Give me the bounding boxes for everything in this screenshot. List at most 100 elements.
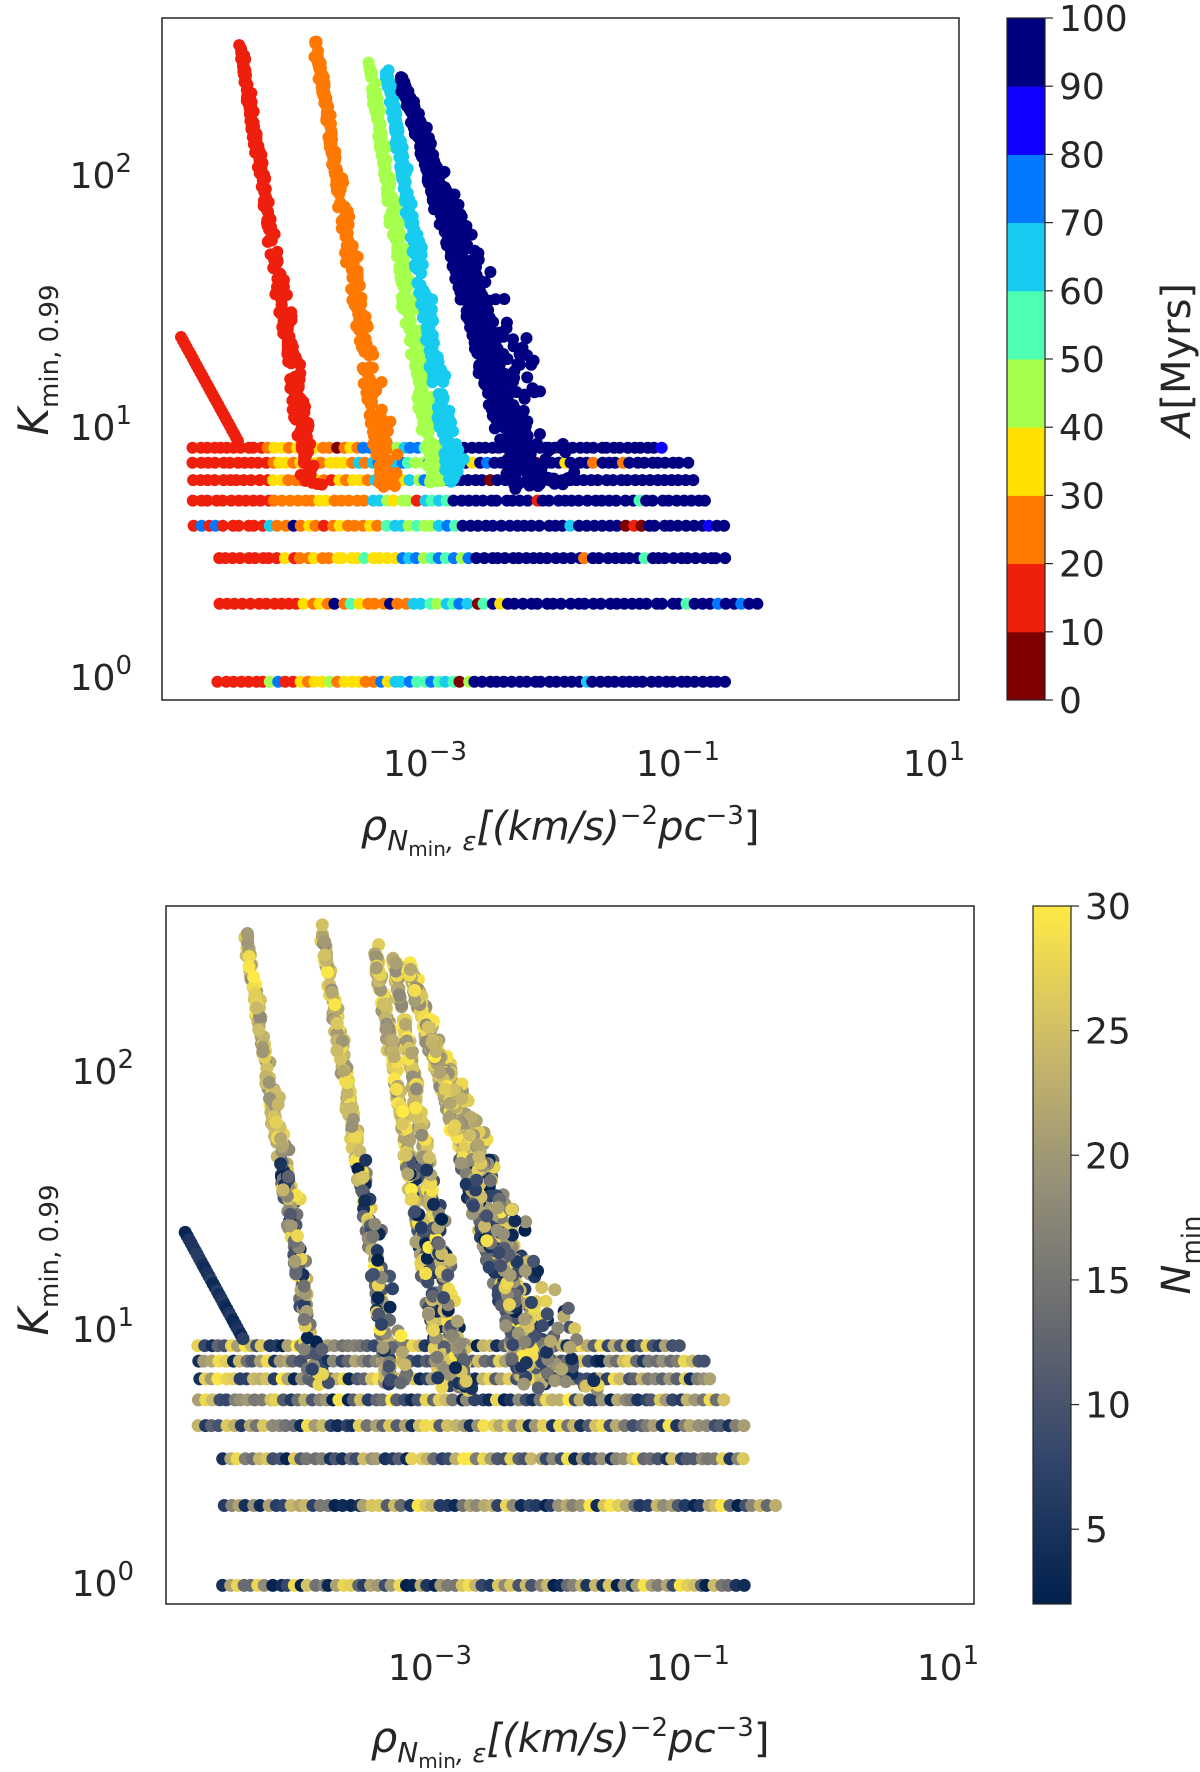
top-point: [439, 449, 452, 462]
top-point: [498, 293, 511, 305]
top-point: [342, 239, 355, 252]
bottom-point: [320, 965, 334, 979]
top-point: [419, 299, 432, 312]
bottom-point: [359, 1153, 373, 1167]
bottom-point: [247, 970, 261, 984]
top-point: [280, 327, 293, 340]
top-point: [298, 406, 311, 419]
bottom-point: [386, 1282, 399, 1296]
top-point: [440, 197, 453, 210]
bottom-ytick-label: 100: [72, 1557, 134, 1605]
bottom-point: [409, 1101, 423, 1115]
top-point: [424, 137, 437, 150]
top-point: [418, 413, 431, 426]
top-point: [417, 311, 429, 324]
top-point: [322, 100, 335, 113]
top-point: [387, 202, 400, 215]
top-point: [523, 479, 536, 492]
top-point: [412, 131, 425, 144]
top-point: [511, 358, 524, 371]
bottom-point: [325, 986, 339, 1000]
bottom-point: [568, 1322, 582, 1336]
top-point: [534, 675, 547, 688]
top-point: [302, 419, 315, 432]
bottom-point: [561, 1301, 575, 1315]
top-point: [477, 597, 490, 610]
top-point: [460, 279, 473, 292]
bottom-point: [271, 1098, 285, 1111]
top-point: [363, 64, 376, 77]
bottom-point: [389, 956, 403, 970]
bottom-point: [524, 1296, 538, 1309]
bottom-point: [395, 1345, 409, 1359]
top-point: [486, 519, 499, 532]
bottom-point: [383, 1373, 397, 1387]
bottom-point: [641, 1499, 655, 1512]
top-point: [408, 100, 421, 113]
bottom-xtick-label: 10−3: [388, 1641, 472, 1689]
top-point: [688, 675, 701, 688]
top-point: [559, 446, 572, 459]
top-ytick-label: 102: [70, 149, 132, 197]
top-point: [287, 381, 300, 394]
bottom-point: [480, 1209, 494, 1223]
bottom-ytick-label: 101: [72, 1303, 134, 1351]
top-point: [310, 35, 323, 48]
top-point: [638, 456, 651, 469]
top-point: [542, 444, 555, 457]
bottom-point: [240, 927, 254, 940]
bottom-point: [595, 1452, 609, 1466]
top-point: [431, 597, 444, 610]
top-point: [591, 474, 604, 487]
top-point: [353, 597, 366, 610]
top-point: [532, 480, 544, 492]
top-point: [437, 392, 450, 404]
top-point: [288, 391, 301, 404]
bottom-point: [480, 1234, 494, 1248]
top-colorbar-tick-label: 70: [1059, 204, 1105, 245]
bottom-point: [370, 1244, 384, 1258]
bottom-point: [346, 1101, 359, 1115]
top-point: [346, 294, 359, 307]
top-point: [561, 472, 574, 485]
top-point: [366, 361, 379, 374]
top-xtick-label: 10−1: [636, 737, 720, 785]
top-point: [375, 132, 388, 145]
top-point: [687, 474, 700, 487]
top-point: [319, 494, 332, 507]
bottom-point: [375, 1317, 388, 1331]
top-point: [414, 115, 427, 128]
bottom-point: [540, 1307, 554, 1321]
bottom-point: [408, 984, 422, 997]
top-point: [249, 552, 261, 565]
bottom-point: [256, 1045, 270, 1059]
top-point: [376, 469, 389, 482]
top-point: [610, 519, 623, 532]
bottom-point: [443, 1096, 457, 1110]
top-point: [273, 267, 286, 280]
bottom-point: [499, 1319, 513, 1333]
bottom-point: [318, 948, 332, 962]
top-point: [371, 519, 383, 532]
bottom-point: [315, 918, 329, 932]
bottom-point: [419, 1267, 433, 1280]
top-point: [592, 552, 605, 565]
top-point: [476, 474, 488, 487]
top-point: [231, 434, 244, 447]
bottom-point: [651, 1578, 665, 1592]
bottom-point: [256, 1419, 270, 1433]
top-point: [358, 494, 370, 507]
bottom-point: [524, 1452, 538, 1466]
top-point: [698, 494, 711, 507]
top-point: [236, 597, 249, 610]
top-point: [397, 150, 410, 163]
bottom-point: [518, 1335, 532, 1349]
top-point: [216, 494, 229, 507]
top-point: [402, 519, 415, 532]
bottom-point: [297, 1279, 311, 1293]
top-point: [428, 175, 441, 188]
top-point: [294, 519, 307, 532]
top-point: [688, 519, 701, 532]
